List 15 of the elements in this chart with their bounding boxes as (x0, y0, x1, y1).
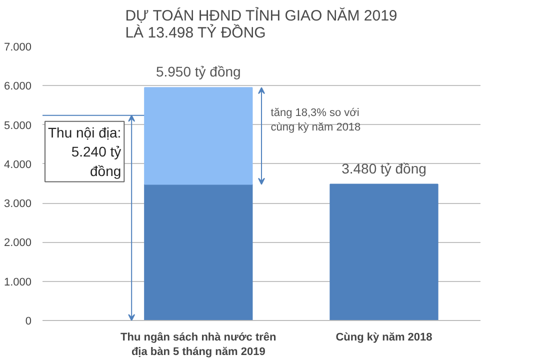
chart-title: DỰ TOÁN HĐND TỈNH GIAO NĂM 2019 LÀ 13.498 TỶ ĐỒNG (125, 6, 398, 42)
y-tick-label: 5.000 (4, 120, 32, 132)
y-tick-label: 4.000 (4, 158, 32, 171)
y-tick-label: 1.000 (4, 276, 32, 288)
y-tick-label: 2.000 (4, 237, 32, 250)
annotation: tăng 18,3% so với cùng kỳ năm 2018 (270, 107, 361, 134)
x-tick-label: Cùng kỳ năm 2018 (336, 332, 432, 344)
y-tick-label: 7.000 (4, 42, 32, 54)
annotation: 3.480 tỷ đồng (342, 160, 426, 176)
y-tick-label: 6.000 (4, 80, 32, 93)
y-tick-label: 3.000 (4, 198, 32, 210)
legend-label: Thu nội địa: 5.240 tỷ đồng (48, 124, 122, 179)
x-tick-label: Thu ngân sách nhà nước trên địa bàn 5 tháng năm 2019 (120, 332, 277, 358)
annotation: 5.950 tỷ đồng (156, 64, 241, 80)
y-tick-label: 0 (25, 316, 32, 328)
